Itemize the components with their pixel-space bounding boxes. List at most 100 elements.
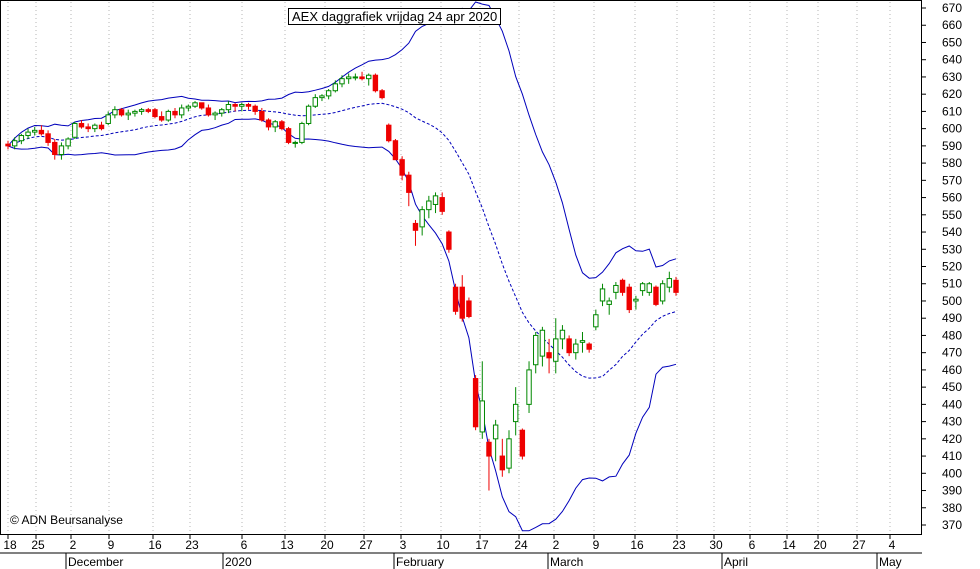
y-tick-label: 400 xyxy=(942,466,962,480)
candle-body xyxy=(65,138,71,147)
x-tick-label: 24 xyxy=(514,538,528,552)
plot-frame xyxy=(0,0,922,535)
candle-body xyxy=(18,135,25,142)
candle-body xyxy=(626,286,632,311)
candle-body xyxy=(486,441,492,457)
y-tick-label: 660 xyxy=(942,18,962,32)
candle-body xyxy=(199,102,205,109)
x-tick-label: 27 xyxy=(359,538,373,552)
candle-body xyxy=(646,283,652,293)
candle-body xyxy=(399,159,405,176)
month-label: March xyxy=(550,555,583,569)
y-tick-label: 490 xyxy=(942,311,962,325)
candle-body xyxy=(432,195,439,205)
candle-body xyxy=(472,378,479,428)
candle-body xyxy=(426,200,432,211)
candle-body xyxy=(466,300,472,317)
candle-body xyxy=(259,110,265,121)
x-tick-label: 9 xyxy=(108,538,115,552)
candle-body xyxy=(452,286,459,312)
y-tick-label: 590 xyxy=(942,139,962,153)
candle-body xyxy=(219,109,225,114)
candle-body xyxy=(265,119,272,128)
candle-body xyxy=(412,222,419,231)
candle-body xyxy=(459,286,465,319)
candle-body xyxy=(252,105,258,112)
candle-body xyxy=(172,110,178,116)
candle-body xyxy=(392,140,399,161)
x-tick-label: 4 xyxy=(889,538,896,552)
x-tick-label: 17 xyxy=(475,538,489,552)
candle-body xyxy=(325,90,332,97)
candle-body xyxy=(419,209,425,228)
candle-body xyxy=(125,112,131,116)
candle-body xyxy=(285,128,292,143)
x-tick-label: 14 xyxy=(782,538,796,552)
candle-body xyxy=(506,438,512,469)
candle-body xyxy=(145,109,151,112)
candle-body xyxy=(339,78,345,85)
y-tick-label: 620 xyxy=(942,87,962,101)
x-tick-label: 6 xyxy=(241,538,248,552)
candle-body xyxy=(38,129,45,135)
month-label: February xyxy=(396,555,444,569)
candle-body xyxy=(499,455,506,471)
y-tick-label: 640 xyxy=(942,53,962,67)
x-tick-label: 16 xyxy=(148,538,162,552)
candle-body xyxy=(185,105,192,109)
candle-body xyxy=(492,424,499,440)
candle-body xyxy=(245,104,252,107)
candle-body xyxy=(319,95,325,99)
candle-body xyxy=(345,76,352,80)
x-tick-label: 2 xyxy=(553,538,560,552)
candle-body xyxy=(593,314,599,328)
x-tick-label: 20 xyxy=(813,538,827,552)
candle-body xyxy=(553,338,559,362)
candle-body xyxy=(659,283,666,302)
candle-body xyxy=(573,343,579,354)
candle-body xyxy=(192,102,198,107)
candle-body xyxy=(633,298,639,302)
y-tick-label: 510 xyxy=(942,277,962,291)
y-tick-label: 440 xyxy=(942,397,962,411)
upper-bollinger-band xyxy=(7,1,677,279)
x-tick-label: 30 xyxy=(709,538,723,552)
y-tick-label: 530 xyxy=(942,242,962,256)
candle-body xyxy=(78,122,85,128)
candle-body xyxy=(526,369,532,405)
month-label: April xyxy=(724,555,748,569)
candle-body xyxy=(446,231,452,250)
candle-body xyxy=(152,109,158,118)
candle-body xyxy=(165,110,172,121)
candle-body xyxy=(92,124,98,130)
candle-body xyxy=(332,83,339,92)
copyright-label: © ADN Beursanalyse xyxy=(10,513,123,527)
candle-body xyxy=(305,105,312,124)
candle-body xyxy=(379,90,385,99)
candle-body xyxy=(232,104,238,107)
candle-body xyxy=(579,340,586,343)
candle-body xyxy=(539,329,546,357)
y-tick-label: 410 xyxy=(942,449,962,463)
candle-body xyxy=(32,129,38,133)
candle-body xyxy=(292,141,298,144)
candle-body xyxy=(279,121,285,130)
x-tick-label: 20 xyxy=(320,538,334,552)
y-tick-label: 650 xyxy=(942,35,962,49)
candle-body xyxy=(72,122,78,138)
y-tick-label: 390 xyxy=(942,484,962,498)
candle-body xyxy=(533,334,539,366)
candle-body xyxy=(359,76,365,80)
candle-body xyxy=(312,97,318,107)
x-tick-label: 23 xyxy=(185,538,199,552)
y-tick-label: 420 xyxy=(942,432,962,446)
y-tick-label: 370 xyxy=(942,518,962,532)
candle-body xyxy=(619,279,626,293)
x-tick-label: 18 xyxy=(3,538,17,552)
candle-body xyxy=(132,110,138,114)
candle-body xyxy=(439,197,445,212)
candle-body xyxy=(352,76,359,79)
y-tick-label: 600 xyxy=(942,122,962,136)
candle-body xyxy=(613,284,619,293)
x-tick-label: 13 xyxy=(280,538,294,552)
